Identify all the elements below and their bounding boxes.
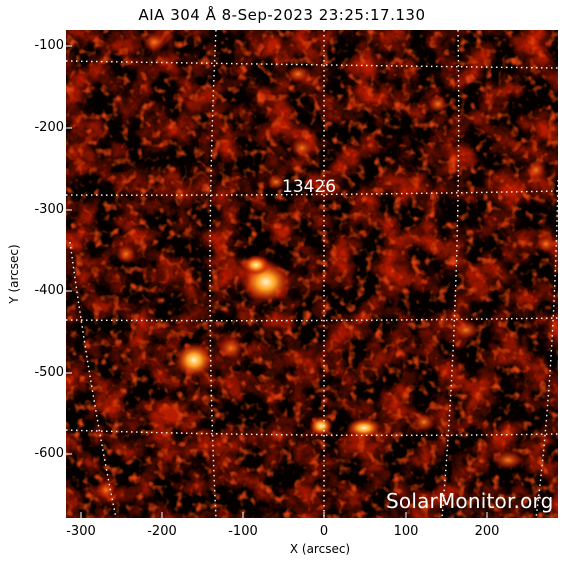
heliographic-grid [66,30,558,518]
y-tick-label: -600 [34,446,64,461]
grid-longitude-line [535,179,558,518]
y-tick-label: -200 [34,120,64,135]
bright-regions [96,32,556,500]
x-tick-label: 100 [393,524,419,539]
x-tick-label: 200 [474,524,500,539]
grid-longitude-line [69,241,117,518]
grid-latitude-line [66,429,558,437]
watermark: SolarMonitor.org [386,489,554,513]
active-region-label: 13426 [282,177,337,197]
solar-map-svg [66,30,558,518]
x-tick-label: -300 [66,524,96,539]
y-tick-label: -300 [34,202,64,217]
x-tick-label: -100 [228,524,258,539]
solar-image-panel [66,30,558,518]
y-tick-label: -500 [34,365,64,380]
x-tick-label: -200 [147,524,177,539]
ticks [66,45,488,518]
plot-title: AIA 304 Å 8-Sep-2023 23:25:17.130 [138,6,426,24]
x-axis-label: X (arcsec) [289,542,351,556]
grid-latitude-line [66,60,558,69]
chromosphere-texture [66,30,558,518]
y-tick-label: -100 [34,38,64,53]
y-tick-label: -400 [34,283,64,298]
x-tick-label: 0 [319,524,329,539]
grid-latitude-line [66,190,558,196]
grid-latitude-line [66,317,558,322]
y-axis-label: Y (arcsec) [7,244,21,304]
